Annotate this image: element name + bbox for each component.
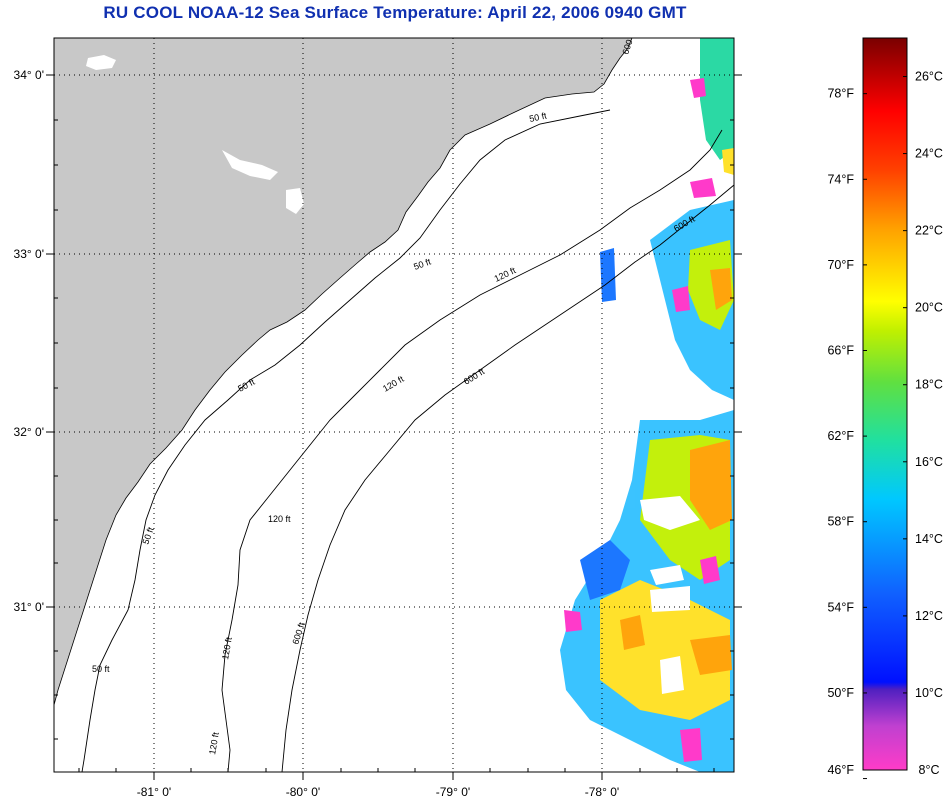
colorbar-celsius-label: 10°C xyxy=(915,686,943,700)
colorbar-celsius-label: 14°C xyxy=(915,532,943,546)
colorbar-fahrenheit-label: 70°F xyxy=(827,258,854,272)
lat-label-34: 34° 0' xyxy=(14,68,44,82)
colorbar-fahrenheit-label: 58°F xyxy=(827,515,854,529)
sst-data-swath xyxy=(560,38,734,772)
contour-120ft xyxy=(221,129,723,772)
colorbar-fahrenheit-label: 74°F xyxy=(827,172,854,186)
lon-label-81: -81° 0' xyxy=(137,785,171,799)
contour-label-120: 120 ft xyxy=(268,514,291,524)
colorbar-celsius-label: 26°C xyxy=(915,70,943,84)
colorbar-fahrenheit-label: 46°F xyxy=(827,763,854,777)
lat-label-32: 32° 0' xyxy=(14,425,44,439)
colorbar-celsius-label: 22°C xyxy=(915,224,943,238)
lon-label-79: -79° 0' xyxy=(436,785,470,799)
lake xyxy=(222,150,278,180)
colorbar xyxy=(862,37,908,771)
land-area xyxy=(54,38,633,706)
colorbar-fahrenheit-label: 62°F xyxy=(827,429,854,443)
contour-label-50: 50 ft xyxy=(528,110,548,124)
colorbar-celsius-labels: 26°C 24°C 22°C 20°C 18°C 16°C 14°C 12°C 10°C 8°C xyxy=(915,70,943,777)
lat-label-33: 33° 0' xyxy=(14,247,44,261)
map-gridlines xyxy=(54,38,734,772)
colorbar-celsius-label: 18°C xyxy=(915,378,943,392)
contour-50ft xyxy=(81,109,611,772)
colorbar-celsius-label: 24°C xyxy=(915,147,943,161)
colorbar-fahrenheit-label: 54°F xyxy=(827,600,854,614)
colorbar-fahrenheit-label: 50°F xyxy=(827,686,854,700)
colorbar-celsius-label: 16°C xyxy=(915,455,943,469)
contour-600ft xyxy=(281,184,734,772)
lake xyxy=(286,188,304,214)
colorbar-ticks xyxy=(863,76,907,780)
colorbar-celsius-label: 12°C xyxy=(915,609,943,623)
colorbar-celsius-label: 8°C xyxy=(919,763,940,777)
lon-label-78: -78° 0' xyxy=(585,785,619,799)
lake xyxy=(54,738,62,770)
colorbar-fahrenheit-labels: 78°F 74°F 70°F 66°F 62°F 58°F 54°F 50°F 46°F xyxy=(827,87,854,777)
colorbar-fahrenheit-label: 78°F xyxy=(827,87,854,101)
lat-label-31: 31° 0' xyxy=(14,600,44,614)
map-title: RU COOL NOAA-12 Sea Surface Temperature:… xyxy=(103,3,687,22)
lon-label-80: -80° 0' xyxy=(286,785,320,799)
colorbar-fahrenheit-label: 66°F xyxy=(827,343,854,357)
contour-label-120: 120 ft xyxy=(207,731,221,755)
lake xyxy=(58,706,74,724)
colorbar-celsius-label: 20°C xyxy=(915,301,943,315)
map-ticks xyxy=(46,74,742,780)
lake xyxy=(86,55,116,70)
bathymetry-contours xyxy=(81,109,734,772)
contour-label-120: 120 ft xyxy=(220,636,234,660)
contour-label-50: 50 ft xyxy=(92,664,110,674)
map-frame xyxy=(53,37,735,773)
